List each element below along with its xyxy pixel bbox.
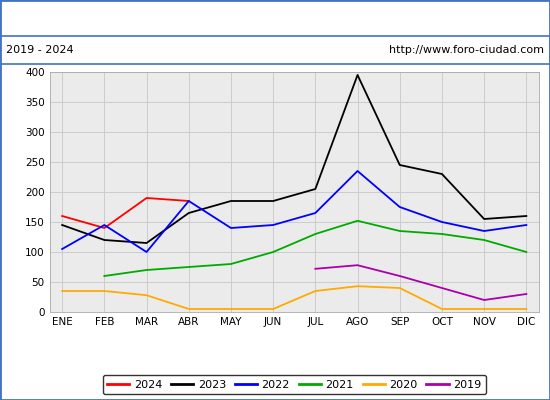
Legend: 2024, 2023, 2022, 2021, 2020, 2019: 2024, 2023, 2022, 2021, 2020, 2019	[103, 375, 486, 394]
Text: http://www.foro-ciudad.com: http://www.foro-ciudad.com	[389, 45, 544, 55]
Text: 2019 - 2024: 2019 - 2024	[6, 45, 73, 55]
Text: Evolucion Nº Turistas Extranjeros en el municipio de Pepino: Evolucion Nº Turistas Extranjeros en el …	[51, 12, 499, 24]
